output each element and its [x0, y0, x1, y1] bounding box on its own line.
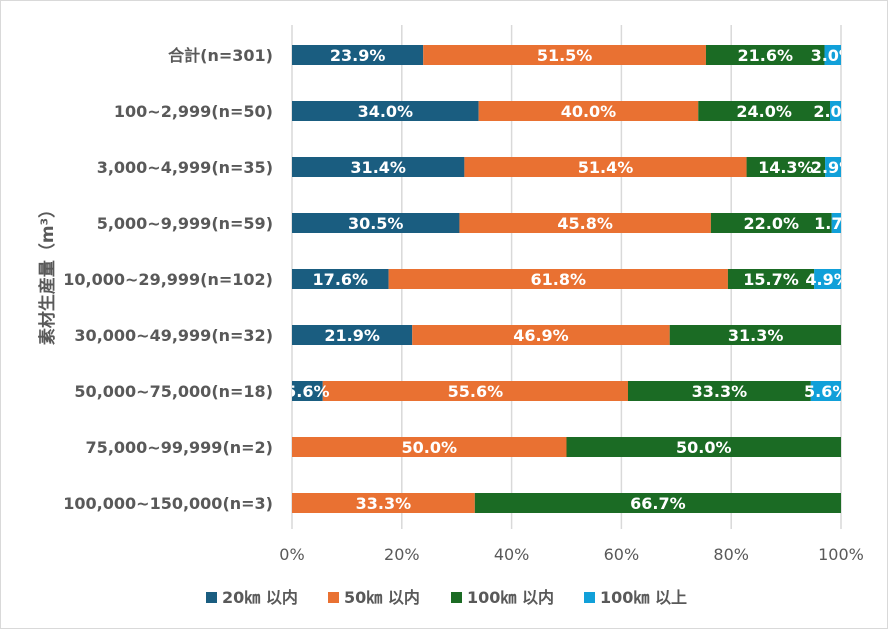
bar-segment [627, 381, 811, 401]
legend-label: 100㎞ 以内 [467, 588, 554, 607]
data-label: 21.9% [324, 326, 380, 345]
data-label: 31.3% [728, 326, 784, 345]
x-tick-label: 60% [604, 545, 640, 564]
category-label: 75,000~99,999(n=2) [86, 438, 273, 457]
bar-segment [292, 157, 465, 177]
bar-segment [669, 325, 841, 345]
y-axis-title: 素材生産量（m³） [37, 201, 58, 345]
bar-segment [292, 101, 479, 121]
bar-segment [292, 325, 413, 345]
data-label: 15.7% [743, 270, 799, 289]
bar-segment [322, 381, 628, 401]
bar-segment [464, 157, 747, 177]
data-label: 17.6% [313, 270, 369, 289]
legend-swatch [584, 592, 595, 603]
data-label: 2.9% [811, 158, 855, 177]
legend-swatch [451, 592, 462, 603]
data-label: 14.3% [758, 158, 814, 177]
data-label: 24.0% [736, 102, 792, 121]
bar-segment [810, 381, 841, 401]
bar-segment [292, 381, 323, 401]
bar-segment [292, 493, 475, 513]
bar-segment [292, 45, 424, 65]
bar-segment [423, 45, 706, 65]
data-label: 51.5% [537, 46, 593, 65]
bar-segment [831, 213, 841, 233]
x-tick-label: 80% [713, 545, 749, 564]
data-label: 61.8% [531, 270, 587, 289]
legend-swatch [206, 592, 217, 603]
category-label: 100,000~150,000(n=3) [63, 494, 273, 513]
data-label: 31.4% [350, 158, 406, 177]
bar-segment [292, 437, 567, 457]
data-label: 66.7% [630, 494, 686, 513]
bar-segment [727, 269, 815, 289]
x-tick-label: 0% [279, 545, 304, 564]
data-label: 33.3% [692, 382, 748, 401]
data-label: 5.6% [285, 382, 329, 401]
data-label: 21.6% [737, 46, 793, 65]
data-label: 23.9% [330, 46, 386, 65]
data-label: 55.6% [448, 382, 504, 401]
data-label: 2.0% [813, 102, 857, 121]
bar-segment [292, 213, 460, 233]
data-label: 51.4% [578, 158, 634, 177]
category-label: 50,000~75,000(n=18) [74, 382, 273, 401]
category-label: 100~2,999(n=50) [114, 102, 273, 121]
bar-segment [459, 213, 711, 233]
bar-segment [705, 45, 825, 65]
data-label: 50.0% [401, 438, 457, 457]
data-label: 3.0% [811, 46, 855, 65]
x-tick-label: 20% [384, 545, 420, 564]
category-label: 合計(n=301) [168, 46, 273, 65]
bar-segment [824, 45, 841, 65]
legend-label: 100㎞ 以上 [600, 588, 687, 607]
bar-segment [830, 101, 841, 121]
legend-swatch [328, 592, 339, 603]
data-label: 46.9% [513, 326, 569, 345]
bar-segment [746, 157, 826, 177]
data-label: 33.3% [356, 494, 412, 513]
category-label: 5,000~9,999(n=59) [97, 214, 273, 233]
data-label: 50.0% [676, 438, 732, 457]
legend-label: 20㎞ 以内 [222, 588, 298, 607]
data-label: 1.7% [814, 214, 858, 233]
category-label: 10,000~29,999(n=102) [63, 270, 273, 289]
data-label: 5.6% [804, 382, 848, 401]
data-label: 4.9% [805, 270, 849, 289]
category-label: 3,000~4,999(n=35) [97, 158, 273, 177]
data-label: 34.0% [358, 102, 414, 121]
legend-label: 50㎞ 以内 [344, 588, 420, 607]
bar-segment [388, 269, 728, 289]
bar-segment [474, 493, 841, 513]
data-label: 30.5% [348, 214, 404, 233]
bar-segment [710, 213, 832, 233]
bar-segment [292, 269, 389, 289]
data-label: 40.0% [561, 102, 617, 121]
x-tick-label: 40% [494, 545, 530, 564]
bar-segment [698, 101, 831, 121]
bar-segment [814, 269, 841, 289]
x-tick-label: 100% [818, 545, 864, 564]
bar-segment [566, 437, 841, 457]
bar-segment [412, 325, 670, 345]
bar-segment [478, 101, 699, 121]
data-label: 45.8% [557, 214, 613, 233]
data-label: 22.0% [744, 214, 800, 233]
category-label: 30,000~49,999(n=32) [74, 326, 273, 345]
bar-segment [825, 157, 841, 177]
